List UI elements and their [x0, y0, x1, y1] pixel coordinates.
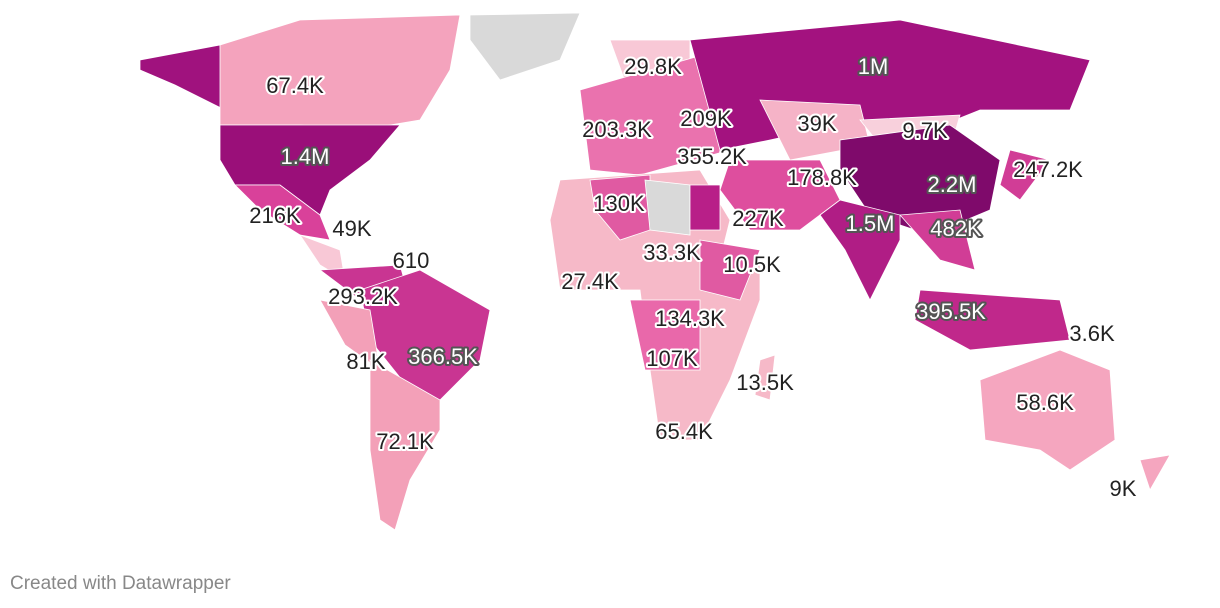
region-label: 65.4K — [655, 419, 713, 444]
region-label: 134.3K — [655, 306, 725, 331]
region-label: 293.2K — [328, 284, 398, 309]
canada — [219, 14, 461, 131]
region-label: 81K — [346, 349, 385, 374]
region-label: 33.3K — [643, 240, 701, 265]
region-label: 58.6K — [1016, 390, 1074, 415]
region-label: 29.8K — [624, 54, 682, 79]
region-label: 482K — [930, 216, 982, 241]
central-africa — [629, 299, 701, 371]
mexico — [234, 184, 331, 241]
region-label: 72.1K — [376, 429, 434, 454]
region-label: 67.4K — [266, 73, 324, 98]
region-label: 247.2K — [1013, 157, 1083, 182]
region-label: 9K — [1110, 476, 1137, 501]
region-label: 216K — [249, 203, 301, 228]
region-label: 107K — [646, 346, 698, 371]
alaska — [139, 44, 226, 111]
labels: 67.4K 1.4M 216K 49K 610 293.2K 81K 366.5… — [247, 52, 1138, 503]
region-label: 13.5K — [736, 370, 794, 395]
egypt — [689, 184, 721, 231]
region-label: 355.2K — [677, 144, 747, 169]
usa — [219, 124, 401, 216]
region-label: 9.7K — [902, 118, 948, 143]
indonesia — [914, 289, 1071, 351]
region-label: 227K — [732, 206, 784, 231]
region-label: 1.4M — [281, 144, 330, 169]
region-label: 27.4K — [561, 269, 619, 294]
greenland — [469, 12, 581, 81]
region-label: 130K — [593, 191, 645, 216]
region-label: 178.8K — [787, 165, 857, 190]
footer-credit: Created with Datawrapper — [10, 573, 231, 594]
region-label: 366.5K — [408, 344, 478, 369]
madagascar — [754, 354, 776, 401]
region-label: 395.5K — [916, 299, 986, 324]
southern-cone — [369, 359, 441, 531]
japan — [999, 149, 1051, 201]
new-zealand — [1139, 454, 1171, 491]
region-label: 1.5M — [846, 211, 895, 236]
libya — [644, 179, 691, 236]
region-label: 10.5K — [723, 252, 781, 277]
australia — [979, 349, 1116, 471]
region-label: 3.6K — [1069, 321, 1115, 346]
region-label: 610 — [393, 248, 430, 273]
land — [139, 12, 1171, 531]
region-label: 203.3K — [582, 117, 652, 142]
region-label: 2.2M — [928, 172, 977, 197]
algeria — [589, 174, 651, 241]
region-label: 1M — [858, 54, 889, 79]
southeast-asia — [899, 209, 976, 271]
region-label: 49K — [332, 216, 371, 241]
region-label: 39K — [797, 111, 836, 136]
region-label: 209K — [680, 106, 732, 131]
east-africa — [699, 239, 761, 301]
